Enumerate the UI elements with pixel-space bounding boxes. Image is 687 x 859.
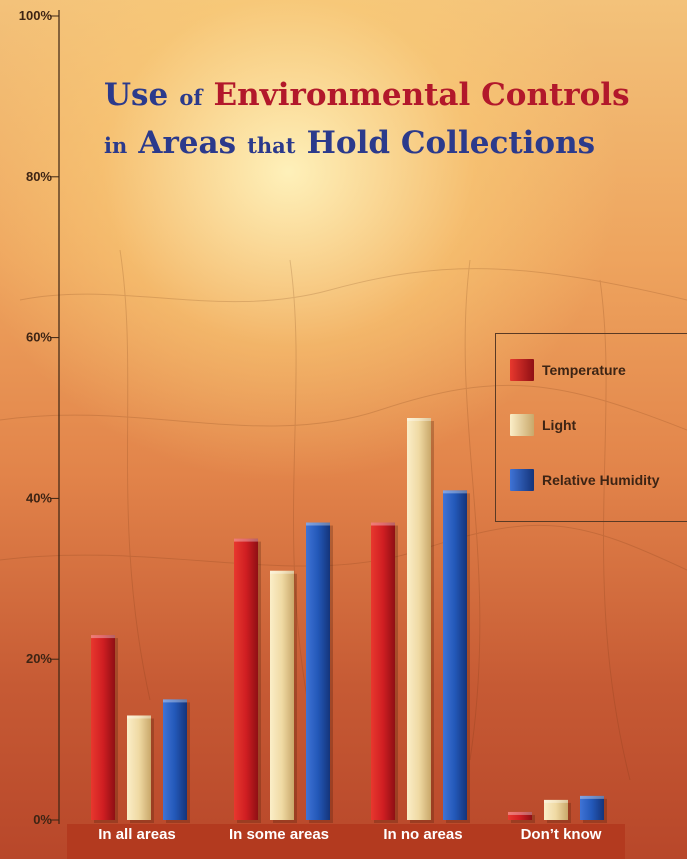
bar-highlight [234, 538, 258, 542]
bar-highlight [127, 715, 151, 719]
legend-label: Relative Humidity [542, 472, 660, 488]
bar-highlight [508, 811, 532, 815]
title-word: Environmental Controls [213, 77, 630, 113]
bar-light [407, 418, 431, 820]
legend-swatch [510, 414, 534, 436]
legend-label: Light [542, 417, 577, 433]
y-tick-label: 100% [19, 8, 53, 23]
bar-highlight [580, 795, 604, 799]
bar-highlight [544, 799, 568, 803]
y-tick-label: 60% [26, 330, 52, 345]
bar-temperature [508, 811, 532, 820]
legend-item-relative-humidity: Relative Humidity [510, 469, 659, 491]
bar-highlight [91, 635, 115, 639]
legend-swatch [510, 469, 534, 491]
title-word: Hold Collections [306, 125, 596, 161]
title-word: Areas [138, 125, 237, 161]
legend-item-temperature: Temperature [510, 359, 626, 381]
y-tick-label: 0% [33, 812, 52, 827]
legend-swatch [510, 359, 534, 381]
bar-light [270, 570, 294, 820]
bar-highlight [371, 522, 395, 526]
bars [91, 418, 607, 823]
bar-highlight [270, 570, 294, 574]
title-word: of [179, 85, 203, 110]
title-word: in [104, 133, 128, 158]
x-tick-label: In some areas [228, 826, 330, 843]
bar-highlight [443, 490, 467, 494]
y-tick-label: 80% [26, 169, 52, 184]
y-tick-label: 20% [26, 651, 52, 666]
legend-label: Temperature [542, 362, 626, 378]
x-tick-label: Don’t know [520, 826, 602, 843]
chart-title: Use of Environmental Controls in Areas t… [104, 72, 630, 168]
y-tick-label: 40% [26, 490, 52, 505]
bar-temperature [91, 635, 115, 820]
bar-highlight [407, 418, 431, 421]
x-tick-label: In no areas [383, 826, 463, 843]
x-axis-label-band [67, 824, 625, 859]
bar-relative-humidity [443, 490, 467, 820]
title-word: that [247, 133, 296, 158]
bar-light [127, 715, 151, 820]
y-axis-ticks: 0% 20% 40% 60% 80% 100% [19, 8, 59, 827]
bar-relative-humidity [306, 522, 330, 820]
bar-temperature [371, 522, 395, 820]
bar-highlight [306, 522, 330, 526]
legend-item-light: Light [510, 414, 576, 436]
bar-temperature [234, 538, 258, 820]
chart-legend: Temperature Light Relative Humidity [495, 333, 687, 522]
x-tick-label: In all areas [98, 826, 176, 843]
title-word: Use [104, 77, 169, 113]
bar-highlight [163, 699, 187, 703]
bar-relative-humidity [580, 795, 604, 820]
bar-light [544, 799, 568, 820]
bar-relative-humidity [163, 699, 187, 820]
